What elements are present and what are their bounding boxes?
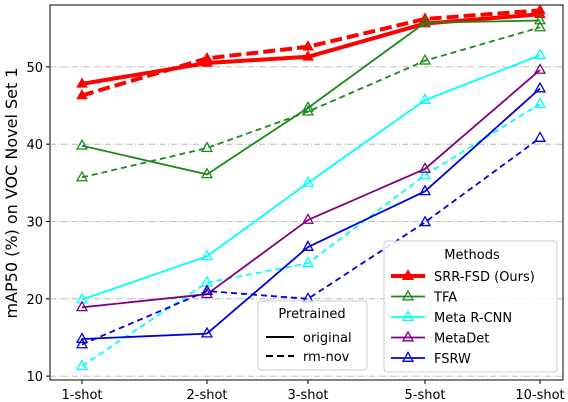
legend-method-marker (401, 351, 415, 362)
legend-method-label: SRR-FSD (Ours) (434, 270, 535, 285)
y-tick-label: 40 (26, 138, 43, 153)
data-point (418, 162, 432, 173)
x-tick-label: 10-shot (515, 388, 564, 402)
legend-methods: Methods SRR-FSD (Ours) TFA Meta R-CNN MetaD… (383, 240, 558, 373)
legend-methods-title: Methods (444, 248, 500, 263)
data-point (75, 337, 89, 349)
data-point (302, 50, 314, 61)
data-point (76, 88, 88, 100)
legend-method-marker (401, 269, 415, 280)
data-point (533, 131, 547, 142)
y-axis-ticks: 10 20 30 40 50 (26, 61, 50, 385)
data-point (533, 63, 547, 74)
data-point (76, 77, 88, 88)
x-tick-label: 5-shot (404, 388, 445, 402)
series-line (81, 54, 541, 301)
data-point (301, 104, 315, 116)
data-point (418, 184, 432, 196)
legend-method-label: MetaDet (434, 332, 489, 347)
data-point (200, 326, 214, 338)
data-point (301, 213, 315, 224)
data-point (533, 48, 547, 60)
y-tick-label: 50 (26, 61, 43, 76)
legend-method-label: FSRW (434, 352, 471, 367)
legend-method-items: SRR-FSD (Ours) TFA Meta R-CNN MetaDet FSRW (391, 269, 535, 367)
data-point (418, 53, 432, 65)
series-lines (75, 3, 547, 371)
data-point (533, 13, 547, 25)
series-line (81, 26, 541, 179)
data-point (301, 176, 315, 187)
x-tick-label: 3-shot (287, 388, 328, 402)
legend-method-marker (401, 289, 415, 301)
data-point (301, 240, 315, 251)
data-point (75, 332, 89, 343)
data-point (200, 284, 214, 296)
x-axis-ticks: 1-shot 2-shot 3-shot 5-shot 10-shot (61, 380, 565, 402)
data-point (75, 170, 89, 182)
data-point (75, 300, 89, 312)
series-line (81, 19, 541, 176)
legend-method-marker (401, 310, 415, 321)
legend-pretrained-frame (257, 300, 368, 371)
data-point (533, 81, 547, 93)
legend-methods-frame (383, 240, 558, 373)
legend-method-marker (401, 330, 415, 342)
legend-pretrained: Pretrained original rm-nov (257, 300, 368, 371)
data-point (201, 51, 213, 63)
series-line (81, 69, 541, 309)
data-point (302, 40, 314, 51)
data-point (200, 249, 214, 261)
series-line (81, 137, 541, 346)
legend-item-original: original (303, 331, 352, 346)
y-axis-label: mAP50 (%) on VOC Novel Set 1 (2, 67, 21, 318)
y-tick-label: 20 (26, 293, 43, 308)
data-point (301, 256, 315, 268)
data-point (200, 141, 214, 152)
legend-method-label: TFA (433, 291, 457, 306)
series-line (81, 87, 541, 340)
data-point (418, 93, 432, 105)
y-tick-label: 30 (26, 215, 43, 230)
data-point (418, 215, 432, 227)
data-point (533, 97, 547, 108)
series-line (81, 103, 541, 367)
y-tick-label: 10 (26, 370, 43, 385)
data-point (75, 138, 89, 150)
data-point (418, 15, 432, 27)
legend-method-label: Meta R-CNN (434, 311, 512, 326)
data-point (200, 167, 214, 179)
data-point (75, 359, 89, 371)
legend-item-rm-nov: rm-nov (303, 350, 350, 365)
data-point (418, 168, 432, 180)
x-tick-label: 2-shot (186, 388, 227, 402)
legend-pretrained-title: Pretrained (278, 307, 345, 322)
x-tick-label: 1-shot (61, 388, 102, 402)
data-point (533, 20, 547, 32)
